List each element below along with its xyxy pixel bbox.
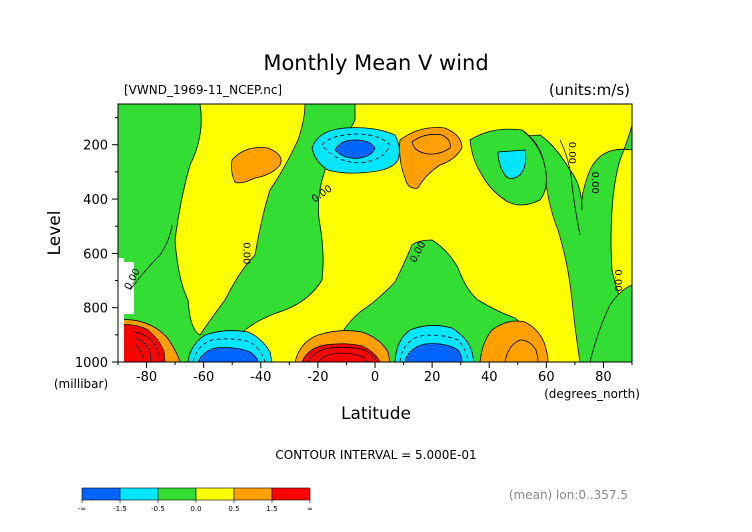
y-tick-label: 200 [83, 139, 108, 154]
colorbar-swatch [195, 487, 235, 501]
cyan-region-upper-north [497, 149, 527, 179]
solid-contour-low-center-inner [317, 352, 368, 362]
colorbar-tick-label: -∞ [78, 505, 86, 513]
x-tick-label: 80 [595, 370, 612, 385]
units-label: (units:m/s) [549, 81, 630, 99]
colorbar-swatch [157, 487, 197, 501]
contour-interval-label: CONTOUR INTERVAL = 5.000E-01 [275, 448, 476, 462]
y-tick-label: 600 [83, 247, 108, 262]
x-tick-label: -40 [250, 370, 271, 385]
footer-note: (mean) lon:0..357.5 [509, 488, 628, 502]
colorbar-swatch [271, 487, 311, 501]
y-tick-label: 800 [83, 302, 108, 317]
solid-contour-polar-3 [135, 344, 145, 362]
missing-data-notch [124, 262, 134, 314]
solid-contour-low-center [307, 346, 377, 362]
solid-contour-upper-north [411, 133, 451, 155]
colorbar-swatch [233, 487, 273, 501]
y-axis: 200 400 600 800 1000 [75, 117, 118, 371]
solid-contour-polar-1 [133, 331, 161, 362]
contour-value-label: 0.00 [612, 269, 623, 291]
blue-region-low-north [404, 343, 463, 362]
dashed-contour-low-north [399, 334, 469, 362]
contour-field [118, 104, 632, 362]
contour-value-label: 0.00 [589, 172, 600, 194]
blue-region-upper [334, 139, 376, 159]
colorbar-tick-label: 0.0 [190, 505, 201, 513]
dashed-contour-low-south [192, 338, 266, 362]
colorbar-swatch [81, 487, 121, 501]
green-region-northedge [589, 284, 632, 362]
orange-region-upper-north [399, 127, 463, 189]
x-tick-label: 60 [538, 370, 555, 385]
chart-title: Monthly Mean V wind [263, 51, 488, 75]
contour-value-label: 0.00 [566, 142, 577, 164]
blue-region-low-south [197, 347, 259, 362]
contour-value-label: 0.00 [241, 242, 252, 264]
red-region-polar [118, 324, 166, 362]
colorbar-swatch [119, 487, 159, 501]
colorbar: -∞ -1.5 -0.5 0.0 0.5 1.5 ∞ [78, 487, 313, 513]
x-tick-label: -20 [307, 370, 328, 385]
y-tick-label: 1000 [75, 356, 108, 371]
green-region-south [118, 104, 356, 362]
x-tick-label: -80 [136, 370, 157, 385]
colorbar-tick-label: -0.5 [151, 505, 165, 513]
dashed-contour-upper [321, 133, 391, 164]
orange-region-low-north [479, 320, 549, 362]
x-tick-label: -60 [193, 370, 214, 385]
colorbar-tick-label: 1.5 [266, 505, 277, 513]
zero-contour-long-2 [559, 139, 581, 236]
colorbar-tick-label: -1.5 [113, 505, 127, 513]
green-region-north [469, 124, 632, 362]
colorbar-tick-label: ∞ [307, 505, 313, 513]
y-tick-label: 400 [83, 193, 108, 208]
solid-contour-low-north [504, 339, 539, 362]
file-label: [VWND_1969-11_NCEP.nc] [124, 83, 282, 97]
contour-labels: 0.000.000.000.000.000.000.00 [123, 142, 623, 292]
x-tick-label: 40 [481, 370, 498, 385]
x-axis: -80 -60 -40 -20 0 20 40 60 80 [117, 362, 633, 385]
x-axis-title: Latitude [341, 404, 411, 424]
x-tick-label: 0 [371, 370, 379, 385]
y-axis-units: (millibar) [54, 377, 108, 391]
x-axis-units: (degrees_north) [544, 387, 640, 401]
solid-contour-polar-2 [135, 337, 152, 362]
orange-region-upper-south [231, 147, 282, 184]
missing-data-strip [118, 258, 124, 362]
y-axis-title: Level [45, 211, 65, 256]
colorbar-tick-label: 0.5 [228, 505, 239, 513]
x-tick-label: 20 [424, 370, 441, 385]
zero-contour-long-1 [129, 224, 173, 291]
